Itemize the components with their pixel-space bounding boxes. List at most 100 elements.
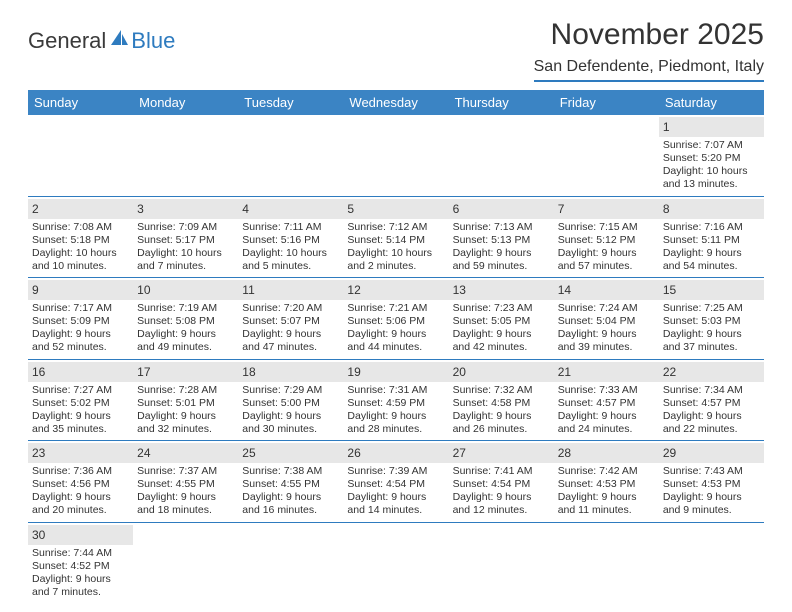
- day-number: 11: [242, 283, 254, 297]
- day-cell-body: Sunrise: 7:32 AMSunset: 4:58 PMDaylight:…: [453, 384, 550, 437]
- title-block: November 2025 San Defendente, Piedmont, …: [534, 18, 764, 82]
- day-number-bar: 7: [554, 199, 659, 219]
- day-number-bar: 26: [343, 443, 448, 463]
- calendar-day-cell: 27Sunrise: 7:41 AMSunset: 4:54 PMDayligh…: [449, 441, 554, 523]
- calendar-day-cell: 28 Sunrise: 7:42 AMSunset: 4:53 PMDayligh…: [554, 441, 659, 523]
- day-cell-body: Sunrise: 7:28 AMSunset: 5:01 PMDaylight:…: [137, 384, 234, 437]
- day-cell-body: Sunrise: 7:42 AMSunset: 4:53 PMDaylight:…: [558, 465, 655, 518]
- calendar-day-cell: 26Sunrise: 7:39 AMSunset: 4:54 PMDayligh…: [343, 441, 448, 523]
- calendar-day-cell: 24Sunrise: 7:37 AMSunset: 4:55 PMDayligh…: [133, 441, 238, 523]
- calendar-day-cell: 6Sunrise: 7:13 AMSunset: 5:13 PMDaylight…: [449, 196, 554, 278]
- location-text: San Defendente, Piedmont, Italy: [534, 58, 764, 76]
- day-number: 19: [347, 365, 360, 379]
- day-cell-body: Sunrise: 7:09 AMSunset: 5:17 PMDaylight:…: [137, 221, 234, 274]
- dow-header: Friday: [554, 90, 659, 115]
- logo-text-general: General: [28, 28, 106, 54]
- calendar-day-cell: 20 Sunrise: 7:32 AMSunset: 4:58 PMDayligh…: [449, 359, 554, 441]
- dow-header: Monday: [133, 90, 238, 115]
- day-cell-body: Sunrise: 7:19 AMSunset: 5:08 PMDaylight:…: [137, 302, 234, 355]
- day-number-bar: 6: [449, 199, 554, 219]
- day-number-bar: 25: [238, 443, 343, 463]
- day-number-bar: 27: [449, 443, 554, 463]
- calendar-day-cell: [659, 522, 764, 603]
- calendar-week-row: 30Sunrise: 7:44 AMSunset: 4:52 PMDayligh…: [28, 522, 764, 603]
- day-cell-body: Sunrise: 7:15 AMSunset: 5:12 PMDaylight:…: [558, 221, 655, 274]
- day-number-bar: 29: [659, 443, 764, 463]
- day-number-bar: 24: [133, 443, 238, 463]
- day-number: 20: [453, 365, 466, 379]
- day-number-bar: 22: [659, 362, 764, 382]
- day-number-bar: 12: [343, 280, 448, 300]
- day-cell-body: Sunrise: 7:29 AMSunset: 5:00 PMDaylight:…: [242, 384, 339, 437]
- calendar-day-cell: 9Sunrise: 7:17 AMSunset: 5:09 PMDaylight…: [28, 278, 133, 360]
- calendar-week-row: 9Sunrise: 7:17 AMSunset: 5:09 PMDaylight…: [28, 278, 764, 360]
- sail-icon: [108, 28, 130, 54]
- calendar-day-cell: 7Sunrise: 7:15 AMSunset: 5:12 PMDaylight…: [554, 196, 659, 278]
- day-cell-body: Sunrise: 7:13 AMSunset: 5:13 PMDaylight:…: [453, 221, 550, 274]
- day-number: 24: [137, 446, 150, 460]
- day-number-bar: 11: [238, 280, 343, 300]
- day-cell-body: Sunrise: 7:34 AMSunset: 4:57 PMDaylight:…: [663, 384, 760, 437]
- day-number: 23: [32, 446, 45, 460]
- day-number: 15: [663, 283, 676, 297]
- day-number-bar: 30: [28, 525, 133, 545]
- day-number: 10: [137, 283, 150, 297]
- calendar-day-cell: 3 Sunrise: 7:09 AMSunset: 5:17 PMDaylight…: [133, 196, 238, 278]
- calendar-day-cell: [554, 115, 659, 196]
- calendar-day-cell: [238, 115, 343, 196]
- calendar-day-cell: [28, 115, 133, 196]
- day-number-bar: 14: [554, 280, 659, 300]
- day-number: 3: [137, 202, 144, 216]
- page-header: General Blue November 2025 San Defendent…: [0, 0, 792, 90]
- day-cell-body: Sunrise: 7:08 AMSunset: 5:18 PMDaylight:…: [32, 221, 129, 274]
- calendar-day-cell: [449, 115, 554, 196]
- day-number-bar: 15: [659, 280, 764, 300]
- day-number-bar: 8: [659, 199, 764, 219]
- logo-text-blue: Blue: [131, 28, 175, 54]
- day-number: 28: [558, 446, 571, 460]
- calendar-day-cell: 30Sunrise: 7:44 AMSunset: 4:52 PMDayligh…: [28, 522, 133, 603]
- calendar-day-cell: 23 Sunrise: 7:36 AMSunset: 4:56 PMDayligh…: [28, 441, 133, 523]
- day-number-bar: 18: [238, 362, 343, 382]
- day-cell-body: Sunrise: 7:21 AMSunset: 5:06 PMDaylight:…: [347, 302, 444, 355]
- dow-header: Wednesday: [343, 90, 448, 115]
- day-number: 5: [347, 202, 354, 216]
- day-cell-body: Sunrise: 7:07 AMSunset: 5:20 PMDaylight:…: [663, 139, 760, 192]
- day-number: 18: [242, 365, 255, 379]
- calendar-day-cell: 11 Sunrise: 7:20 AMSunset: 5:07 PMDayligh…: [238, 278, 343, 360]
- day-cell-body: Sunrise: 7:36 AMSunset: 4:56 PMDaylight:…: [32, 465, 129, 518]
- day-cell-body: Sunrise: 7:25 AMSunset: 5:03 PMDaylight:…: [663, 302, 760, 355]
- calendar-week-row: 23 Sunrise: 7:36 AMSunset: 4:56 PMDayligh…: [28, 441, 764, 523]
- day-cell-body: Sunrise: 7:20 AMSunset: 5:07 PMDaylight:…: [242, 302, 339, 355]
- dow-header: Tuesday: [238, 90, 343, 115]
- day-number-bar: 4: [238, 199, 343, 219]
- day-number-bar: 2: [28, 199, 133, 219]
- calendar-day-cell: [133, 522, 238, 603]
- calendar-day-cell: 4Sunrise: 7:11 AMSunset: 5:16 PMDaylight…: [238, 196, 343, 278]
- calendar-day-cell: 25Sunrise: 7:38 AMSunset: 4:55 PMDayligh…: [238, 441, 343, 523]
- day-number-bar: 10: [133, 280, 238, 300]
- calendar-day-cell: 14Sunrise: 7:24 AMSunset: 5:04 PMDayligh…: [554, 278, 659, 360]
- day-number: 27: [453, 446, 466, 460]
- day-cell-body: Sunrise: 7:17 AMSunset: 5:09 PMDaylight:…: [32, 302, 129, 355]
- day-number: 8: [663, 202, 670, 216]
- day-number-bar: 21: [554, 362, 659, 382]
- calendar-day-cell: 15 Sunrise: 7:25 AMSunset: 5:03 PMDayligh…: [659, 278, 764, 360]
- calendar-day-cell: [238, 522, 343, 603]
- calendar-day-cell: [343, 115, 448, 196]
- calendar-day-cell: 1 Sunrise: 7:07 AMSunset: 5:20 PMDaylight…: [659, 115, 764, 196]
- day-number: 1: [663, 120, 670, 134]
- day-number-bar: 16: [28, 362, 133, 382]
- calendar-day-cell: 13Sunrise: 7:23 AMSunset: 5:05 PMDayligh…: [449, 278, 554, 360]
- day-number: 22: [663, 365, 676, 379]
- calendar-day-cell: [133, 115, 238, 196]
- day-number-bar: 9: [28, 280, 133, 300]
- day-number-bar: 13: [449, 280, 554, 300]
- day-cell-body: Sunrise: 7:24 AMSunset: 5:04 PMDaylight:…: [558, 302, 655, 355]
- calendar-day-cell: 19Sunrise: 7:31 AMSunset: 4:59 PMDayligh…: [343, 359, 448, 441]
- day-number-bar: 1: [659, 117, 764, 137]
- dow-header: Thursday: [449, 90, 554, 115]
- day-cell-body: Sunrise: 7:44 AMSunset: 4:52 PMDaylight:…: [32, 547, 129, 600]
- day-number-bar: 17: [133, 362, 238, 382]
- day-number: 21: [558, 365, 571, 379]
